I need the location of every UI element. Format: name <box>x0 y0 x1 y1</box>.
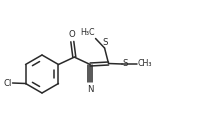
Text: S: S <box>122 58 128 67</box>
Text: Cl: Cl <box>4 79 12 88</box>
Text: O: O <box>69 30 75 39</box>
Text: CH₃: CH₃ <box>137 59 152 68</box>
Text: S: S <box>102 38 108 47</box>
Text: H₃C: H₃C <box>81 28 95 37</box>
Text: N: N <box>87 84 93 93</box>
